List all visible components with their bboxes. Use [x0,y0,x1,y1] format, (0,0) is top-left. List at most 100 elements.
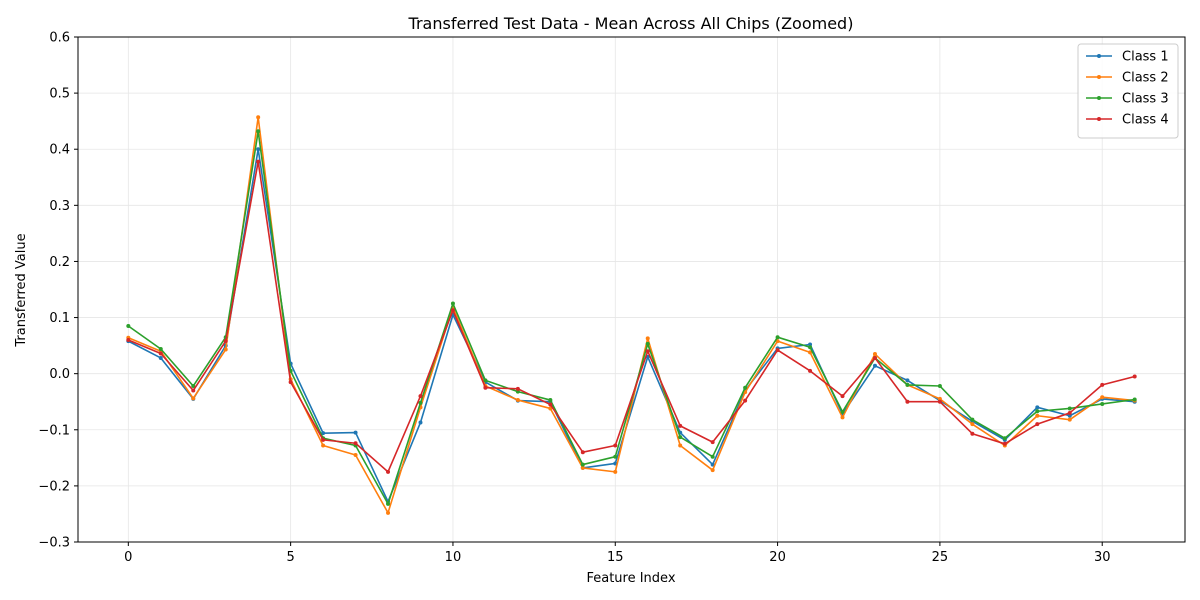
data-point [256,129,261,134]
data-point [1132,397,1137,402]
data-point [191,388,196,393]
legend-item: Class 4 [1086,113,1169,128]
series-4 [126,159,1137,474]
data-point [353,430,358,435]
data-point [775,348,780,353]
series-layer [126,115,1137,515]
data-point [613,454,618,459]
data-point [353,453,358,458]
data-point [418,394,423,399]
x-tick-label: 0 [124,550,132,565]
data-point [580,462,585,467]
legend-marker [1097,96,1101,100]
data-point [613,469,618,474]
data-point [970,422,975,427]
data-point [158,346,163,351]
x-tick-label: 5 [286,550,294,565]
data-point [808,350,813,355]
x-tick-label: 25 [932,550,949,565]
series-line [128,160,1135,473]
y-tick-label: 0.2 [49,255,70,270]
data-point [548,406,553,411]
data-point [321,437,326,442]
y-tick-label: −0.3 [38,536,70,551]
legend-label: Class 4 [1122,113,1169,128]
data-point [223,339,228,344]
data-point [808,368,813,373]
data-point [743,385,748,390]
data-point [321,443,326,448]
data-point [580,465,585,470]
data-point [710,462,715,467]
data-point [483,378,488,383]
data-point [872,363,877,368]
data-point [158,351,163,356]
data-point [191,396,196,401]
data-point [808,342,813,347]
data-point [256,159,261,164]
data-point [937,399,942,404]
data-point [1067,410,1072,415]
data-point [840,415,845,420]
x-tick-label: 10 [445,550,462,565]
legend-frame [1077,43,1179,139]
data-point [1132,374,1137,379]
data-point [1002,436,1007,441]
y-tick-label: 0.4 [49,143,70,158]
data-point [1067,413,1072,418]
data-point [515,386,520,391]
data-point [126,338,131,342]
legend-item: Class 3 [1086,92,1169,107]
data-point [905,382,910,387]
data-point [418,400,423,405]
data-point [710,468,715,473]
x-axis-ticks: 0 5 10 15 20 25 30 [124,542,1110,565]
data-point [386,501,391,506]
data-point [1035,405,1040,410]
x-tick-label: 15 [607,550,624,565]
data-point [743,398,748,403]
y-axis-ticks: −0.3 −0.2 −0.1 0.0 0.1 0.2 0.3 0.4 0.5 0.6 [38,31,78,551]
data-point [808,345,813,350]
legend-item: Class 2 [1086,71,1169,86]
data-point [710,454,715,459]
y-tick-label: 0.6 [49,31,70,46]
data-point [937,384,942,389]
data-point [580,450,585,455]
x-axis-label: Feature Index [586,571,675,586]
data-point [515,389,520,394]
x-tick-label: 20 [769,550,786,565]
data-point [1100,401,1105,406]
data-point [840,394,845,399]
data-point [353,441,358,446]
legend-marker [1097,117,1101,121]
data-point [1100,395,1105,400]
data-point [937,396,942,401]
y-tick-label: 0.5 [49,87,70,102]
x-tick-label: 30 [1094,550,1111,565]
legend-label: Class 3 [1122,92,1169,107]
data-point [450,308,455,313]
data-point [905,378,910,383]
data-point [970,417,975,422]
legend-marker [1097,75,1101,79]
data-point [613,443,618,448]
data-point [678,423,683,428]
data-point [872,352,877,357]
data-point [321,431,326,436]
legend-label: Class 2 [1122,71,1169,86]
data-point [1002,441,1007,446]
y-tick-label: 0.0 [49,367,70,382]
data-point [223,347,228,352]
data-point [1067,417,1072,422]
data-point [645,336,650,341]
series-line [127,148,1135,503]
legend: Class 1 Class 2 Class 3 Class 4 [1077,43,1179,139]
data-point [256,147,261,152]
data-point [678,443,683,448]
legend-item: Class 1 [1086,50,1169,65]
y-axis-label: Transferred Value [14,233,29,347]
data-point [191,384,196,389]
